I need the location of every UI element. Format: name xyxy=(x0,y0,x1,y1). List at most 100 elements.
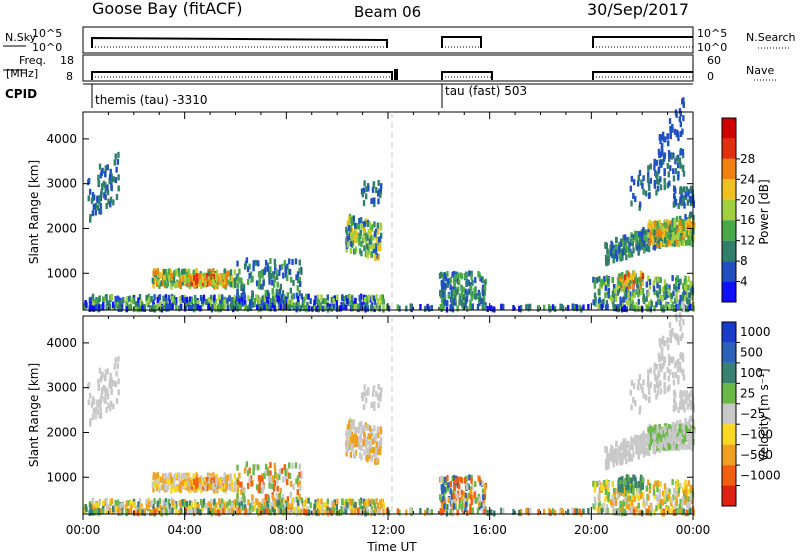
scatter-cell xyxy=(267,475,271,482)
scatter-cell xyxy=(673,425,676,432)
scatter-cell xyxy=(162,499,165,506)
scatter-cell xyxy=(611,291,615,298)
scatter-cell xyxy=(119,305,122,312)
scatter-cell xyxy=(597,303,600,310)
scatter-cell xyxy=(376,298,380,305)
scatter-cell xyxy=(151,509,154,516)
scatter-cell xyxy=(616,487,620,494)
cpid-segment-1: themis (tau) -3310 xyxy=(95,93,208,107)
scatter-cell xyxy=(671,237,674,244)
scatter-cell xyxy=(649,306,653,313)
scatter-cell xyxy=(611,297,614,304)
nsky-tick-bottom: 10^0 xyxy=(32,41,62,54)
scatter-cell xyxy=(332,502,335,509)
scatter-cell xyxy=(116,362,119,369)
scatter-cell xyxy=(110,498,114,505)
scatter-cell xyxy=(679,508,682,515)
scatter-cell xyxy=(129,304,132,311)
scatter-cell xyxy=(679,498,682,505)
scatter-cell xyxy=(677,435,680,442)
scatter-cell xyxy=(230,297,234,304)
scatter-cell xyxy=(642,451,646,458)
scatter-cell xyxy=(373,306,376,313)
scatter-cell xyxy=(660,441,664,448)
scatter-cell xyxy=(160,484,163,491)
scatter-cell xyxy=(204,484,207,491)
scatter-cell xyxy=(663,184,666,191)
scatter-cell xyxy=(104,385,107,392)
scatter-cell xyxy=(108,378,112,385)
scatter-cell xyxy=(632,233,635,240)
scatter-cell xyxy=(277,499,280,506)
scatter-cell xyxy=(168,275,171,282)
scatter-cell xyxy=(483,304,486,311)
scatter-cell xyxy=(370,294,374,301)
scatter-cell xyxy=(603,276,606,283)
scatter-cell xyxy=(368,238,372,245)
scatter-cell xyxy=(646,380,650,387)
scatter-cell xyxy=(337,305,340,312)
scatter-cell xyxy=(98,195,101,202)
scatter-cell xyxy=(671,330,674,337)
scatter-cell xyxy=(132,501,135,508)
scatter-cell xyxy=(343,296,346,303)
scatter-cell xyxy=(90,296,93,303)
scatter-cell xyxy=(222,299,225,306)
scatter-cell xyxy=(263,508,266,515)
y-tick-label: 4000 xyxy=(46,132,77,146)
scatter-cell xyxy=(324,502,327,509)
scatter-cell xyxy=(348,233,351,240)
scatter-cell xyxy=(482,298,485,305)
scatter-cell xyxy=(673,399,677,406)
scatter-cell xyxy=(368,425,372,432)
scatter-cell xyxy=(350,217,353,224)
scatter-cell xyxy=(621,458,624,465)
scatter-cell xyxy=(662,136,666,143)
scatter-cell xyxy=(606,507,609,514)
scatter-cell xyxy=(215,509,218,516)
scatter-cell xyxy=(290,503,294,510)
scatter-cell xyxy=(183,274,187,281)
scatter-cell xyxy=(274,468,277,475)
scatter-cell xyxy=(223,472,227,479)
scatter-cell xyxy=(330,509,333,516)
scatter-cell xyxy=(638,231,641,238)
scatter-cell xyxy=(663,284,667,291)
scatter-cell xyxy=(675,435,678,442)
scatter-cell xyxy=(640,242,643,249)
scatter-cell xyxy=(373,201,376,208)
scatter-cell xyxy=(623,478,627,485)
scatter-cell xyxy=(268,482,271,489)
scatter-cell xyxy=(686,218,690,225)
scatter-cell xyxy=(300,508,303,515)
scatter-cell xyxy=(633,270,636,277)
scatter-cell xyxy=(641,386,644,393)
scatter-cell xyxy=(578,508,582,515)
scatter-cell xyxy=(619,299,623,306)
scatter-cell xyxy=(636,384,640,391)
scatter-cell xyxy=(640,440,644,447)
scatter-cell xyxy=(229,473,233,480)
scatter-cell xyxy=(459,272,462,279)
scatter-cell xyxy=(369,433,372,440)
scatter-cell xyxy=(667,303,670,310)
scatter-cell xyxy=(648,388,651,395)
scatter-cell xyxy=(286,275,289,282)
scatter-cell xyxy=(623,508,626,515)
scatter-cell xyxy=(352,215,355,222)
scatter-cell xyxy=(632,483,635,490)
scatter-cell xyxy=(666,337,670,344)
scatter-cell xyxy=(285,500,289,507)
scatter-cell xyxy=(688,443,692,450)
scatter-cell xyxy=(129,508,132,515)
scatter-cell xyxy=(658,134,662,141)
scatter-cell xyxy=(275,288,278,295)
scatter-cell xyxy=(600,484,603,491)
scatter-cell xyxy=(575,508,579,515)
scatter-cell xyxy=(102,384,106,391)
scatter-cell xyxy=(657,438,660,445)
scatter-cell xyxy=(624,292,627,299)
scatter-cell xyxy=(275,496,279,503)
scatter-cell xyxy=(174,268,178,275)
scatter-cell xyxy=(647,375,650,382)
